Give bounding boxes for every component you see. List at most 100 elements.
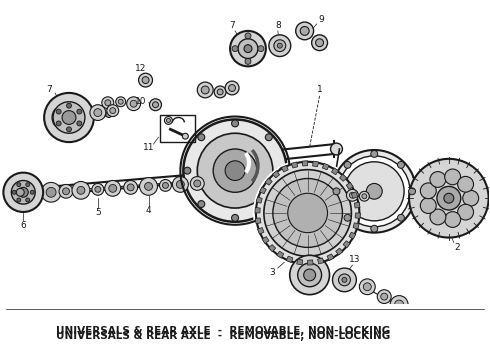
Circle shape [339, 156, 410, 227]
Circle shape [430, 209, 446, 225]
Circle shape [298, 263, 321, 287]
Circle shape [30, 190, 34, 194]
Polygon shape [351, 192, 358, 198]
Circle shape [94, 109, 102, 117]
Circle shape [290, 255, 329, 294]
Circle shape [409, 188, 416, 195]
Circle shape [92, 184, 104, 195]
Circle shape [11, 180, 35, 204]
Polygon shape [260, 187, 266, 194]
Circle shape [53, 102, 85, 133]
Polygon shape [302, 161, 308, 166]
Circle shape [56, 121, 61, 126]
Circle shape [245, 33, 251, 39]
Circle shape [172, 176, 188, 192]
Polygon shape [256, 197, 262, 203]
Circle shape [256, 162, 359, 264]
Circle shape [106, 112, 112, 117]
Circle shape [277, 43, 282, 48]
Circle shape [62, 111, 76, 125]
Circle shape [77, 121, 82, 126]
Circle shape [44, 93, 94, 142]
Circle shape [445, 169, 461, 185]
Circle shape [229, 85, 236, 91]
Polygon shape [332, 168, 339, 175]
Circle shape [17, 198, 21, 202]
Circle shape [12, 190, 16, 194]
Polygon shape [322, 163, 329, 170]
Circle shape [159, 180, 171, 191]
Circle shape [279, 167, 286, 174]
Circle shape [264, 170, 351, 256]
Polygon shape [292, 162, 298, 168]
Circle shape [183, 120, 287, 222]
Circle shape [333, 188, 340, 195]
Polygon shape [318, 258, 324, 264]
Circle shape [331, 143, 343, 155]
Circle shape [105, 100, 111, 106]
Polygon shape [353, 223, 359, 229]
Circle shape [190, 176, 204, 190]
Ellipse shape [183, 117, 287, 225]
Circle shape [253, 159, 362, 267]
Polygon shape [313, 161, 318, 167]
Circle shape [371, 225, 378, 232]
Circle shape [118, 99, 123, 104]
Circle shape [72, 181, 90, 199]
Circle shape [230, 31, 266, 66]
Circle shape [300, 27, 309, 35]
Circle shape [390, 296, 408, 313]
Circle shape [367, 184, 382, 199]
Circle shape [67, 127, 72, 132]
Circle shape [428, 318, 436, 326]
Polygon shape [255, 218, 261, 224]
Circle shape [397, 161, 404, 168]
Circle shape [197, 82, 213, 98]
Polygon shape [262, 237, 269, 244]
Circle shape [41, 183, 61, 202]
Circle shape [304, 269, 316, 281]
Circle shape [238, 39, 258, 58]
Text: 9: 9 [318, 15, 324, 24]
Polygon shape [354, 202, 360, 208]
Circle shape [244, 45, 252, 53]
Circle shape [342, 278, 347, 282]
Circle shape [18, 187, 28, 197]
Circle shape [77, 186, 85, 194]
Polygon shape [336, 248, 343, 255]
Circle shape [145, 183, 152, 190]
Circle shape [424, 314, 440, 330]
Text: 2: 2 [454, 243, 460, 252]
Circle shape [225, 161, 245, 180]
Polygon shape [349, 232, 356, 239]
Circle shape [344, 214, 351, 221]
Text: 5: 5 [95, 208, 101, 217]
Text: 3: 3 [269, 267, 275, 276]
Circle shape [16, 188, 24, 196]
Circle shape [445, 327, 452, 333]
Circle shape [198, 134, 205, 141]
Circle shape [454, 328, 474, 348]
Circle shape [107, 105, 119, 117]
Polygon shape [269, 244, 276, 252]
Circle shape [140, 177, 157, 195]
Ellipse shape [52, 108, 66, 127]
Circle shape [102, 97, 114, 109]
Circle shape [409, 159, 489, 238]
Polygon shape [340, 174, 347, 181]
Text: UNIVERSALS & REAR AXLE  -  REMOVABLE, NON-LOCKING: UNIVERSALS & REAR AXLE - REMOVABLE, NON-… [56, 326, 391, 336]
Circle shape [463, 190, 479, 206]
Circle shape [333, 150, 416, 233]
Circle shape [397, 214, 404, 221]
Polygon shape [272, 171, 280, 178]
Polygon shape [286, 256, 293, 262]
Circle shape [371, 150, 378, 157]
Polygon shape [308, 260, 313, 265]
Circle shape [362, 194, 367, 199]
Circle shape [167, 118, 171, 122]
Circle shape [445, 212, 461, 228]
Circle shape [232, 46, 238, 51]
Circle shape [194, 180, 201, 187]
Circle shape [149, 99, 162, 111]
Circle shape [46, 187, 56, 197]
